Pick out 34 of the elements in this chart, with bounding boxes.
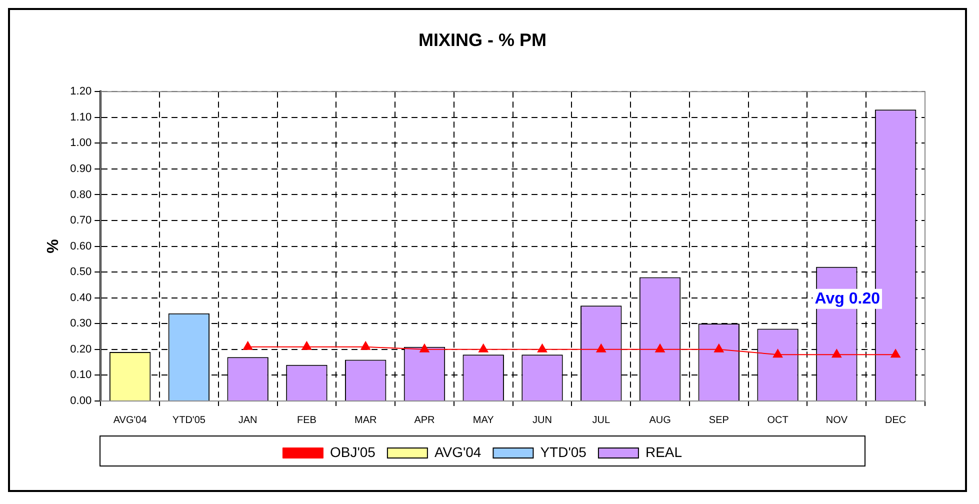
x-tick-label: YTD'05 <box>172 414 206 426</box>
y-tick-label: 0.10 <box>70 369 92 382</box>
y-tick-label: 0.90 <box>70 162 92 175</box>
x-tick-label: DEC <box>884 414 906 426</box>
y-tick-label: 0.50 <box>70 266 92 278</box>
y-tick-label: 0.70 <box>70 214 92 227</box>
x-tick-label: FEB <box>296 414 317 426</box>
y-tick-label: 1.00 <box>70 137 92 150</box>
y-tick-label: 0.60 <box>70 240 92 252</box>
y-tick-label: 0.30 <box>70 318 92 330</box>
y-tick-label: 1.10 <box>70 111 92 124</box>
y-tick-label: 0.40 <box>70 292 92 304</box>
x-tick-label: JAN <box>238 414 258 426</box>
legend-label: REAL <box>645 444 682 460</box>
y-tick-label: 0.00 <box>70 395 92 408</box>
x-tick-label: NOV <box>826 414 848 426</box>
y-tick-label: 1.20 <box>70 86 92 98</box>
y-tick-label: 0.80 <box>70 188 92 201</box>
x-tick-label: OCT <box>767 414 788 426</box>
legend-label: OBJ'05 <box>330 444 376 460</box>
x-tick-label: JUN <box>532 414 552 426</box>
x-tick-label: AVG'04 <box>113 414 148 426</box>
legend-label: YTD'05 <box>540 444 587 460</box>
annotation: Avg 0.20 <box>814 290 880 308</box>
x-tick-label: MAY <box>472 414 494 426</box>
legend-label: AVG'04 <box>434 444 482 460</box>
x-tick-label: SEP <box>708 414 730 426</box>
x-tick-label: AUG <box>649 414 672 426</box>
x-tick-label: MAR <box>354 414 377 426</box>
x-tick-label: APR <box>414 414 435 426</box>
chart-title: MIXING - % PM <box>418 30 547 50</box>
x-tick-label: JUL <box>592 414 610 426</box>
y-tick-label: 0.20 <box>70 343 92 356</box>
y-axis-title: % <box>45 239 62 254</box>
